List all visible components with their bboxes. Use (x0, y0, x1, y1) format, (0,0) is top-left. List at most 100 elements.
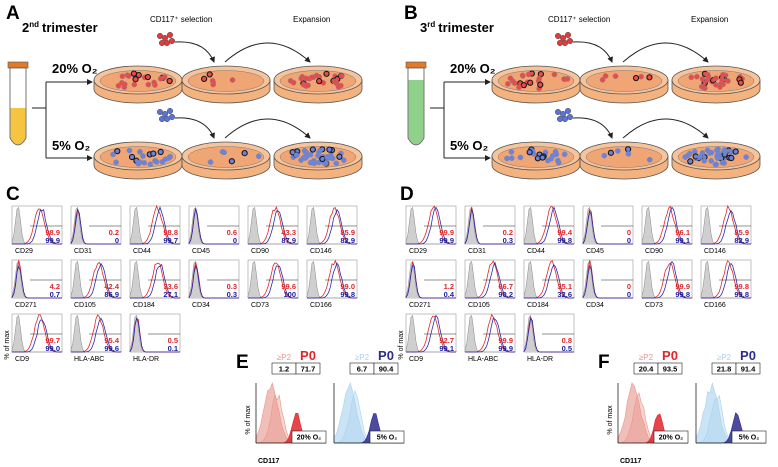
cell (209, 77, 216, 84)
panel-letter: C (6, 184, 20, 205)
marker-label: CD105 (74, 302, 96, 309)
cell (158, 39, 166, 47)
cell (201, 75, 208, 82)
marker-label: CD9 (409, 356, 423, 363)
red-value: 99.4 (557, 228, 572, 237)
panel-letter: F (598, 352, 610, 373)
isotype-curve (641, 206, 692, 245)
cell (114, 148, 121, 155)
red-value: 42.4 (104, 282, 119, 291)
cell (166, 107, 174, 115)
blue-curve (248, 265, 299, 299)
condition-label: 20% O₂ (297, 435, 322, 442)
isotype-curve (70, 260, 121, 299)
y-axis-label: % of max (398, 330, 405, 360)
step-label: CD117⁺ selection (150, 15, 212, 24)
blue-value: 0 (627, 236, 631, 245)
cell (504, 155, 510, 162)
panel-letter: A (6, 3, 20, 24)
cell (516, 84, 522, 91)
tube-fluid (408, 80, 424, 145)
late-value: 6.7 (357, 365, 367, 374)
marker-label: CD31 (468, 248, 486, 255)
late-label: ≥P2 (717, 353, 732, 362)
cell (694, 73, 700, 80)
arrow (622, 118, 709, 139)
marker-label: CD184 (527, 302, 549, 309)
red-value: 99.6 (281, 282, 296, 291)
branch-line (430, 82, 445, 158)
cell (712, 161, 719, 168)
cell (556, 39, 564, 47)
early-label: P0 (300, 348, 316, 363)
early-value: 90.4 (379, 365, 394, 374)
cell (708, 158, 714, 164)
blue-value: 99.8 (734, 290, 749, 299)
blue-curve (12, 209, 63, 245)
cell (688, 74, 695, 81)
red-value: 0.6 (227, 228, 237, 237)
cell (206, 71, 213, 78)
branch-line (32, 82, 47, 158)
ordinal-suffix: nd (29, 20, 39, 29)
cell (301, 147, 308, 154)
blue-curve (701, 209, 752, 245)
panel-letter: D (400, 184, 414, 205)
y-axis-label: % of max (4, 330, 11, 360)
cell (119, 80, 125, 86)
marker-label: CD45 (586, 248, 604, 255)
cell (338, 73, 345, 79)
red-value: 85.9 (340, 228, 355, 237)
red-value: 1.2 (444, 282, 454, 291)
cell (615, 148, 621, 154)
cell (732, 148, 739, 155)
cell (333, 160, 340, 167)
blue-value: 99.8 (675, 290, 690, 299)
blue-curve (406, 314, 457, 353)
cell (696, 154, 703, 160)
red-value: 4.2 (50, 282, 60, 291)
cell (323, 70, 330, 77)
tube-cap (7, 61, 29, 69)
cell (151, 79, 157, 86)
cell (137, 159, 143, 165)
cell (566, 113, 574, 121)
cell (720, 71, 726, 78)
blue-curve (71, 262, 122, 299)
ordinal-suffix: rd (427, 20, 435, 29)
marker-label: CD44 (527, 248, 545, 255)
tube-fluid (10, 108, 26, 145)
cell (113, 159, 119, 166)
cell (625, 151, 632, 157)
arrow (174, 41, 215, 63)
panel-title: 2nd trimester (22, 20, 98, 35)
condition-label: 5% O₂ (377, 435, 398, 442)
cell (527, 79, 534, 86)
marker-label: CD90 (645, 248, 663, 255)
marker-label: CD34 (192, 302, 210, 309)
cell (719, 159, 726, 166)
cell (519, 72, 526, 79)
cell (119, 73, 126, 80)
blue-curve (307, 208, 358, 245)
marker-label: HLA-ABC (468, 356, 498, 363)
marker-label: CD45 (192, 248, 210, 255)
blue-curve (188, 264, 239, 299)
cell (713, 81, 719, 88)
blue-curve (582, 264, 633, 299)
blue-value: 0 (627, 290, 631, 299)
marker-label: CD271 (15, 302, 37, 309)
isotype-curve (405, 206, 456, 245)
cell (207, 159, 214, 165)
cell (699, 76, 706, 82)
cell (554, 157, 561, 164)
cell (335, 84, 342, 90)
blue-curve (406, 206, 457, 245)
cell (646, 74, 653, 81)
cell (549, 153, 556, 159)
title-text: trimester (438, 20, 494, 35)
dish-inner (187, 146, 265, 168)
cell (319, 155, 326, 163)
isotype-curve (700, 206, 751, 245)
condition-box (731, 430, 767, 444)
